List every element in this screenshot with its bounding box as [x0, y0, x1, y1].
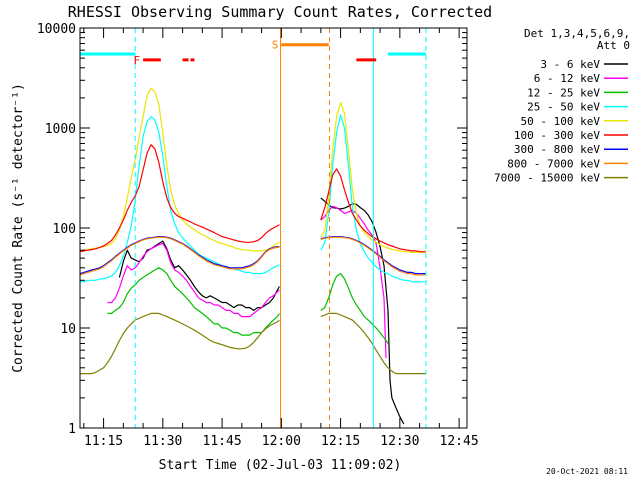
y-tick-label: 10 — [60, 322, 76, 337]
series-line-8 — [80, 312, 426, 375]
x-tick-label: 12:45 — [440, 434, 479, 449]
legend-label: 7000 - 15000 keV — [494, 172, 600, 185]
x-tick-label: 11:15 — [84, 434, 123, 449]
series-line-4 — [80, 87, 426, 253]
legend-label: 3 - 6 keV — [540, 58, 600, 71]
legend-label: 50 - 100 keV — [521, 115, 601, 128]
y-tick-label: 1000 — [45, 122, 76, 137]
legend-label: 100 - 300 keV — [514, 129, 600, 142]
series-line-7 — [80, 236, 426, 276]
legend-header: Att 0 — [597, 39, 630, 52]
footer-date: 20-Oct-2021 08:11 — [546, 467, 628, 476]
x-tick-label: 12:00 — [262, 434, 301, 449]
flag-label-F: F — [133, 54, 140, 67]
y-axis-label: Corrected Count Rate (s⁻¹ detector⁻¹) — [11, 83, 26, 373]
y-tick-label: 100 — [53, 222, 76, 237]
x-tick-label: 11:30 — [143, 434, 182, 449]
chart-title: RHESSI Observing Summary Count Rates, Co… — [68, 3, 492, 21]
y-tick-label: 10000 — [37, 22, 76, 37]
series-line-3 — [80, 114, 426, 283]
series-line-2 — [107, 267, 389, 344]
series-line-1 — [107, 205, 387, 359]
legend-label: 800 - 7000 keV — [507, 157, 600, 170]
series-layer — [80, 87, 426, 425]
flags-layer: NFS — [80, 28, 427, 428]
legend-header: Det 1,3,4,5,6,9, — [524, 27, 630, 40]
legend-label: 300 - 800 keV — [514, 143, 600, 156]
x-tick-label: 12:30 — [380, 434, 419, 449]
x-tick-label: 12:15 — [321, 434, 360, 449]
legend-label: 25 - 50 keV — [527, 101, 600, 114]
series-line-5 — [80, 144, 426, 253]
x-axis-label: Start Time (02-Jul-03 11:09:02) — [159, 458, 402, 473]
series-line-0 — [118, 197, 405, 425]
y-tick-label: 1 — [68, 422, 76, 437]
axes-layer: 1 10 100 1000 10000 11:15 11:30 11:45 12:00 12:15… — [37, 22, 479, 449]
x-tick-label: 11:45 — [203, 434, 242, 449]
flag-label-S: S — [272, 39, 279, 52]
legend-label: 12 - 25 keV — [527, 86, 600, 99]
legend-label: 6 - 12 keV — [534, 72, 601, 85]
